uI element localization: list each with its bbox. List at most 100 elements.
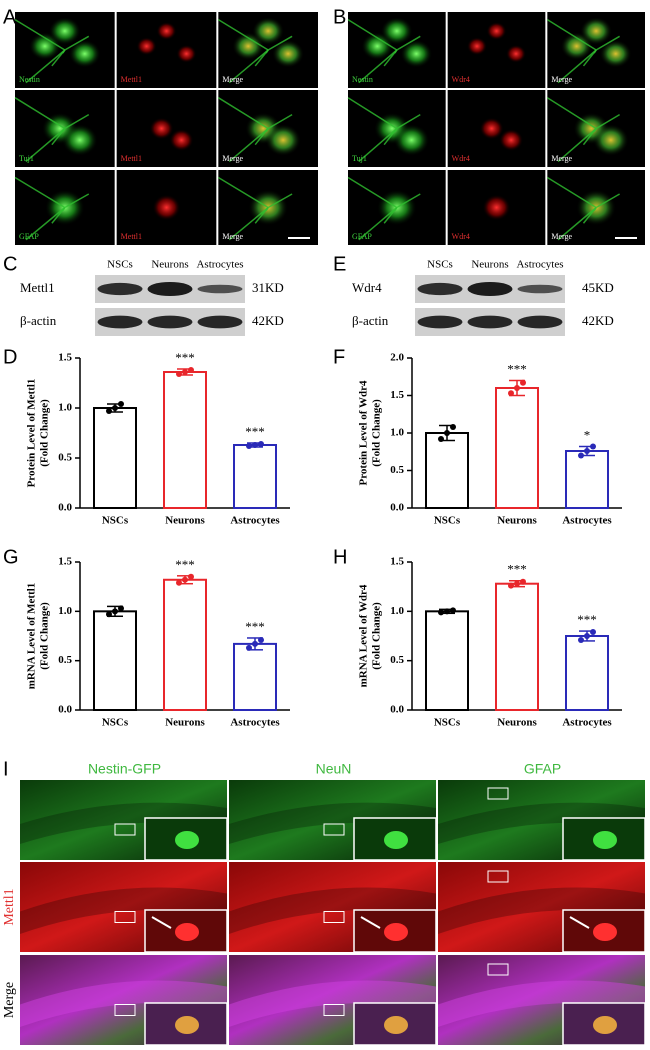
inset-cell <box>175 831 199 849</box>
process <box>557 49 597 84</box>
panel-label: B <box>333 6 346 28</box>
process <box>217 97 269 130</box>
process <box>546 18 597 51</box>
y-axis-label: (Fold Change) <box>39 602 51 670</box>
cell <box>48 17 81 45</box>
x-tick-label: NSCs <box>102 717 129 729</box>
micrograph-label: Wdr4 <box>452 232 470 241</box>
blot-size-label: 45KD <box>582 280 614 295</box>
process <box>14 18 66 51</box>
cell <box>466 37 487 56</box>
blot-row-label: β-actin <box>20 313 57 328</box>
x-tick-label: NSCs <box>434 515 461 527</box>
blot-band <box>197 284 243 294</box>
tissue-column-label: Nestin-GFP <box>88 761 161 777</box>
y-tick-label: 1.5 <box>390 556 404 568</box>
micrograph-label: Wdr4 <box>452 154 470 163</box>
data-point <box>246 443 252 449</box>
blot-row-label: Mettl1 <box>20 280 55 295</box>
bar <box>425 432 469 509</box>
data-point <box>584 633 590 639</box>
y-tick-label: 0.0 <box>58 704 72 716</box>
data-point <box>444 608 450 615</box>
tissue-row-label: Mettl1 <box>2 888 17 925</box>
cell <box>580 17 613 45</box>
y-tick-label: 0.5 <box>58 452 72 464</box>
y-tick-label: 0.0 <box>390 502 404 514</box>
micrograph-label: Mettl1 <box>121 75 142 84</box>
blot-column-label: NSCs <box>107 259 133 271</box>
cell <box>380 17 413 45</box>
cell <box>499 129 524 152</box>
micrograph-label: Tuj1 <box>352 154 367 163</box>
x-tick-label: NSCs <box>434 717 461 729</box>
micrograph-label: Mettl1 <box>121 154 142 163</box>
blot-column-label: Astrocytes <box>516 259 563 271</box>
cell <box>156 22 177 40</box>
micrograph-label: Merge <box>222 154 243 163</box>
y-tick-label: 1.0 <box>58 402 72 414</box>
data-point <box>182 369 188 375</box>
data-point <box>118 605 124 612</box>
process <box>593 128 597 132</box>
y-tick-label: 0.0 <box>58 502 72 514</box>
x-tick-label: Astrocytes <box>230 515 280 527</box>
data-point <box>188 367 194 373</box>
process <box>228 49 269 84</box>
process <box>546 97 597 130</box>
data-point <box>520 578 526 585</box>
process <box>358 206 398 241</box>
x-tick-label: NSCs <box>102 515 129 527</box>
cell <box>479 117 504 140</box>
roi-box <box>114 823 136 836</box>
roi-box <box>487 870 509 883</box>
blot-size-label: 42KD <box>252 313 284 328</box>
process <box>14 176 66 209</box>
data-point <box>444 430 450 436</box>
process <box>396 35 421 51</box>
process <box>62 49 66 54</box>
arrow <box>360 916 381 929</box>
process <box>267 35 293 51</box>
process <box>593 207 597 211</box>
process <box>394 207 398 211</box>
inset-cell <box>384 923 408 941</box>
bar <box>93 610 137 711</box>
y-axis-label: Protein Level of Mettl1 <box>26 379 38 488</box>
bar <box>233 642 277 711</box>
process <box>394 128 398 132</box>
cell <box>592 124 629 157</box>
tissue-layer <box>229 980 436 1027</box>
process <box>265 207 269 211</box>
y-tick-label: 1.0 <box>58 605 72 617</box>
data-point <box>258 636 264 643</box>
tissue-layer <box>229 887 436 934</box>
tissue-layer <box>438 887 645 934</box>
arrow <box>151 916 172 929</box>
data-point <box>106 408 112 414</box>
process <box>62 207 66 211</box>
bar <box>163 578 207 712</box>
process <box>64 193 90 209</box>
process <box>396 113 421 130</box>
process <box>347 18 398 51</box>
cell <box>400 39 433 68</box>
data-point <box>246 644 252 651</box>
cell <box>169 129 194 152</box>
bar <box>233 444 277 509</box>
tissue-layer <box>438 802 645 844</box>
process <box>557 206 597 241</box>
y-axis-label: (Fold Change) <box>371 602 383 670</box>
significance: *** <box>175 350 195 365</box>
x-tick-label: Astrocytes <box>562 515 612 527</box>
inset-cell <box>593 1016 617 1034</box>
process <box>25 127 66 163</box>
tissue-row-label: Merge <box>2 982 17 1018</box>
process <box>217 18 269 51</box>
data-point <box>188 573 194 580</box>
data-point <box>112 405 118 411</box>
bar <box>425 610 469 711</box>
bar <box>93 407 137 509</box>
process <box>595 35 620 51</box>
blot-band <box>97 315 143 329</box>
